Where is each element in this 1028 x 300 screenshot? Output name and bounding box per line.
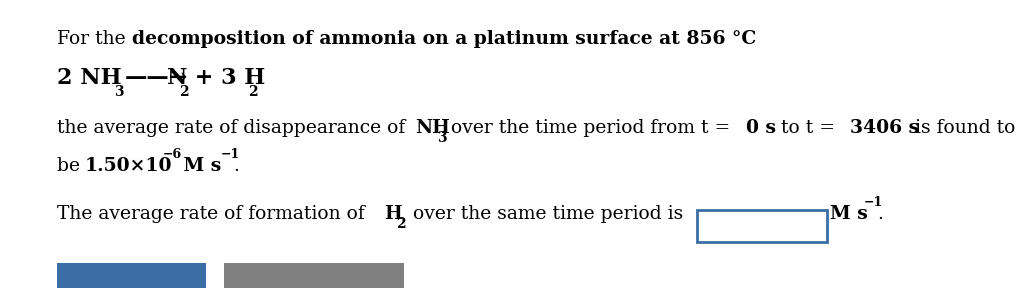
Text: 2: 2	[179, 85, 188, 99]
Text: H: H	[384, 205, 402, 223]
Text: 3406 s: 3406 s	[850, 119, 919, 137]
Text: .: .	[877, 205, 883, 223]
FancyBboxPatch shape	[224, 262, 404, 288]
Text: ——→: ——→	[124, 67, 188, 89]
Text: M s: M s	[177, 157, 221, 175]
Text: −1: −1	[864, 196, 883, 208]
FancyBboxPatch shape	[697, 210, 827, 242]
Text: 3: 3	[437, 131, 446, 146]
Text: −6: −6	[162, 148, 182, 160]
Text: 2: 2	[396, 217, 405, 231]
Text: 0 s: 0 s	[746, 119, 776, 137]
Text: N: N	[167, 67, 187, 89]
Text: the average rate of disappearance of: the average rate of disappearance of	[57, 119, 411, 137]
Text: to t =: to t =	[775, 119, 841, 137]
Text: 2: 2	[248, 85, 257, 99]
Text: + 3 H: + 3 H	[187, 67, 265, 89]
Text: be: be	[57, 157, 85, 175]
Text: 3: 3	[114, 85, 123, 99]
Text: over the same time period is: over the same time period is	[407, 205, 690, 223]
Text: .: .	[233, 157, 240, 175]
Text: −1: −1	[221, 148, 241, 160]
Text: decomposition of ammonia on a platinum surface at 856 °C: decomposition of ammonia on a platinum s…	[132, 29, 756, 47]
Text: over the time period from t =: over the time period from t =	[445, 119, 736, 137]
Text: M s: M s	[830, 205, 868, 223]
Text: is found to: is found to	[909, 119, 1015, 137]
Text: 1.50×10: 1.50×10	[84, 157, 172, 175]
Text: The average rate of formation of: The average rate of formation of	[57, 205, 370, 223]
Text: NH: NH	[415, 119, 450, 137]
FancyBboxPatch shape	[57, 262, 206, 288]
Text: 2 NH: 2 NH	[57, 67, 121, 89]
Text: For the: For the	[57, 29, 132, 47]
